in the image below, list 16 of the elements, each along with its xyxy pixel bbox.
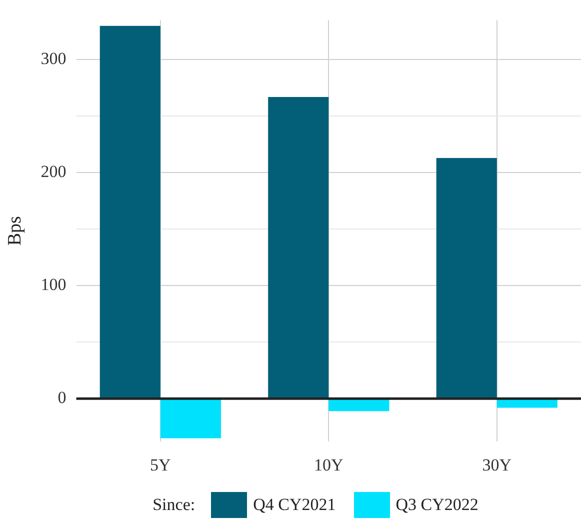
bar <box>436 158 497 398</box>
legend-title: Since: <box>152 495 196 515</box>
y-axis-title: Bps <box>4 216 26 246</box>
x-tick-label: 30Y <box>482 455 512 474</box>
bar <box>268 97 329 398</box>
y-tick-label: 0 <box>58 388 66 408</box>
legend-label: Q3 CY2022 <box>396 495 478 515</box>
bar <box>160 399 221 438</box>
bar <box>328 399 390 412</box>
y-tick-label: 100 <box>40 275 66 294</box>
legend-label: Q4 CY2021 <box>253 495 336 515</box>
bar <box>100 26 160 398</box>
x-tick-label: 5Y <box>150 455 171 474</box>
y-tick-label: 200 <box>40 162 66 182</box>
y-tick-label: 300 <box>40 49 66 68</box>
x-tick-label: 10Y <box>314 455 344 474</box>
